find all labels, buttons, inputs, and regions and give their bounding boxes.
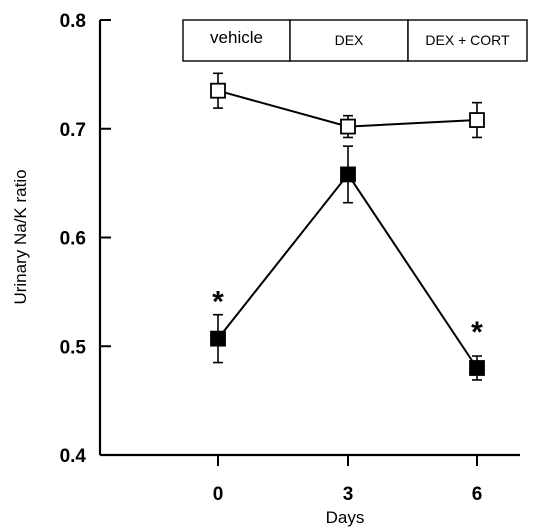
significance-asterisk: *: [212, 285, 224, 318]
phase-box: [407, 19, 528, 62]
data-series: [210, 72, 485, 381]
y-axis-label: Urinary Na/K ratio: [11, 169, 30, 304]
y-tick-label: 0.5: [60, 337, 87, 358]
data-point: [210, 82, 226, 99]
y-tick-label: 0.6: [60, 229, 86, 250]
data-point: [340, 166, 356, 183]
phase-box: [289, 19, 409, 62]
y-tick-label: 0.7: [60, 120, 86, 141]
data-point: [340, 118, 356, 135]
treatment-phase-bar: vehicle DEX DEX + CORT: [182, 19, 528, 62]
data-point: [469, 360, 485, 376]
significance-asterisk: *: [471, 316, 483, 349]
data-point: [469, 112, 485, 128]
x-axis-label: Days: [326, 508, 365, 527]
data-point: [210, 330, 226, 347]
x-tick-label: 6: [472, 484, 483, 505]
x-ticks: 0 3 6: [213, 455, 483, 505]
y-tick-label: 0.8: [60, 11, 86, 32]
y-tick-label: 0.4: [60, 446, 87, 467]
x-tick-label: 3: [343, 484, 354, 505]
phase-box: [182, 19, 291, 62]
y-ticks: 0.4 0.5 0.6 0.7 0.8: [60, 11, 111, 467]
phase-label: vehicle: [210, 28, 263, 47]
significance-annotations: **: [212, 285, 483, 348]
phase-label: DEX: [335, 32, 364, 48]
x-tick-label: 0: [213, 484, 224, 505]
phase-label: DEX + CORT: [425, 32, 510, 48]
